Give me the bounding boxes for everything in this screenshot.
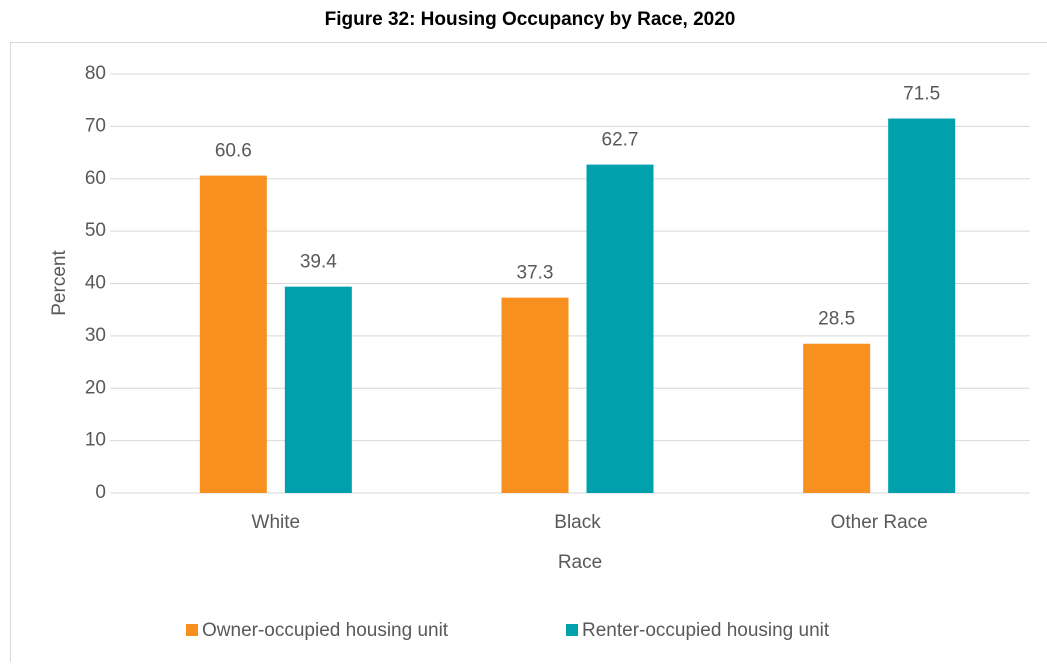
y-tick-label: 60 bbox=[85, 168, 106, 189]
data-label: 28.5 bbox=[818, 309, 855, 330]
x-tick-label: Other Race bbox=[831, 512, 928, 533]
legend-swatch bbox=[566, 624, 578, 636]
bar bbox=[888, 119, 955, 493]
data-label: 71.5 bbox=[903, 84, 940, 105]
legend-label: Renter-occupied housing unit bbox=[582, 620, 830, 641]
data-label: 37.3 bbox=[517, 263, 554, 284]
x-tick-label: White bbox=[252, 512, 301, 533]
data-label: 39.4 bbox=[300, 252, 337, 273]
bar bbox=[803, 344, 870, 493]
y-tick-label: 20 bbox=[85, 377, 106, 398]
x-axis-label: Race bbox=[558, 552, 602, 573]
chart-title: Figure 32: Housing Occupancy by Race, 20… bbox=[325, 9, 736, 30]
data-label: 60.6 bbox=[215, 141, 252, 162]
y-tick-label: 40 bbox=[85, 273, 106, 294]
y-tick-label: 50 bbox=[85, 220, 106, 241]
bar bbox=[200, 176, 267, 493]
y-tick-label: 10 bbox=[85, 430, 106, 451]
y-tick-label: 70 bbox=[85, 115, 106, 136]
data-label: 62.7 bbox=[602, 130, 639, 151]
y-axis-label: Percent bbox=[49, 250, 70, 316]
x-tick-label: Black bbox=[554, 512, 601, 533]
legend-label: Owner-occupied housing unit bbox=[202, 620, 449, 641]
bar bbox=[502, 298, 569, 493]
y-tick-label: 0 bbox=[95, 482, 106, 503]
legend-swatch bbox=[186, 624, 198, 636]
y-tick-label: 80 bbox=[85, 63, 106, 84]
bar bbox=[587, 165, 654, 493]
bar bbox=[285, 287, 352, 493]
y-tick-label: 30 bbox=[85, 325, 106, 346]
